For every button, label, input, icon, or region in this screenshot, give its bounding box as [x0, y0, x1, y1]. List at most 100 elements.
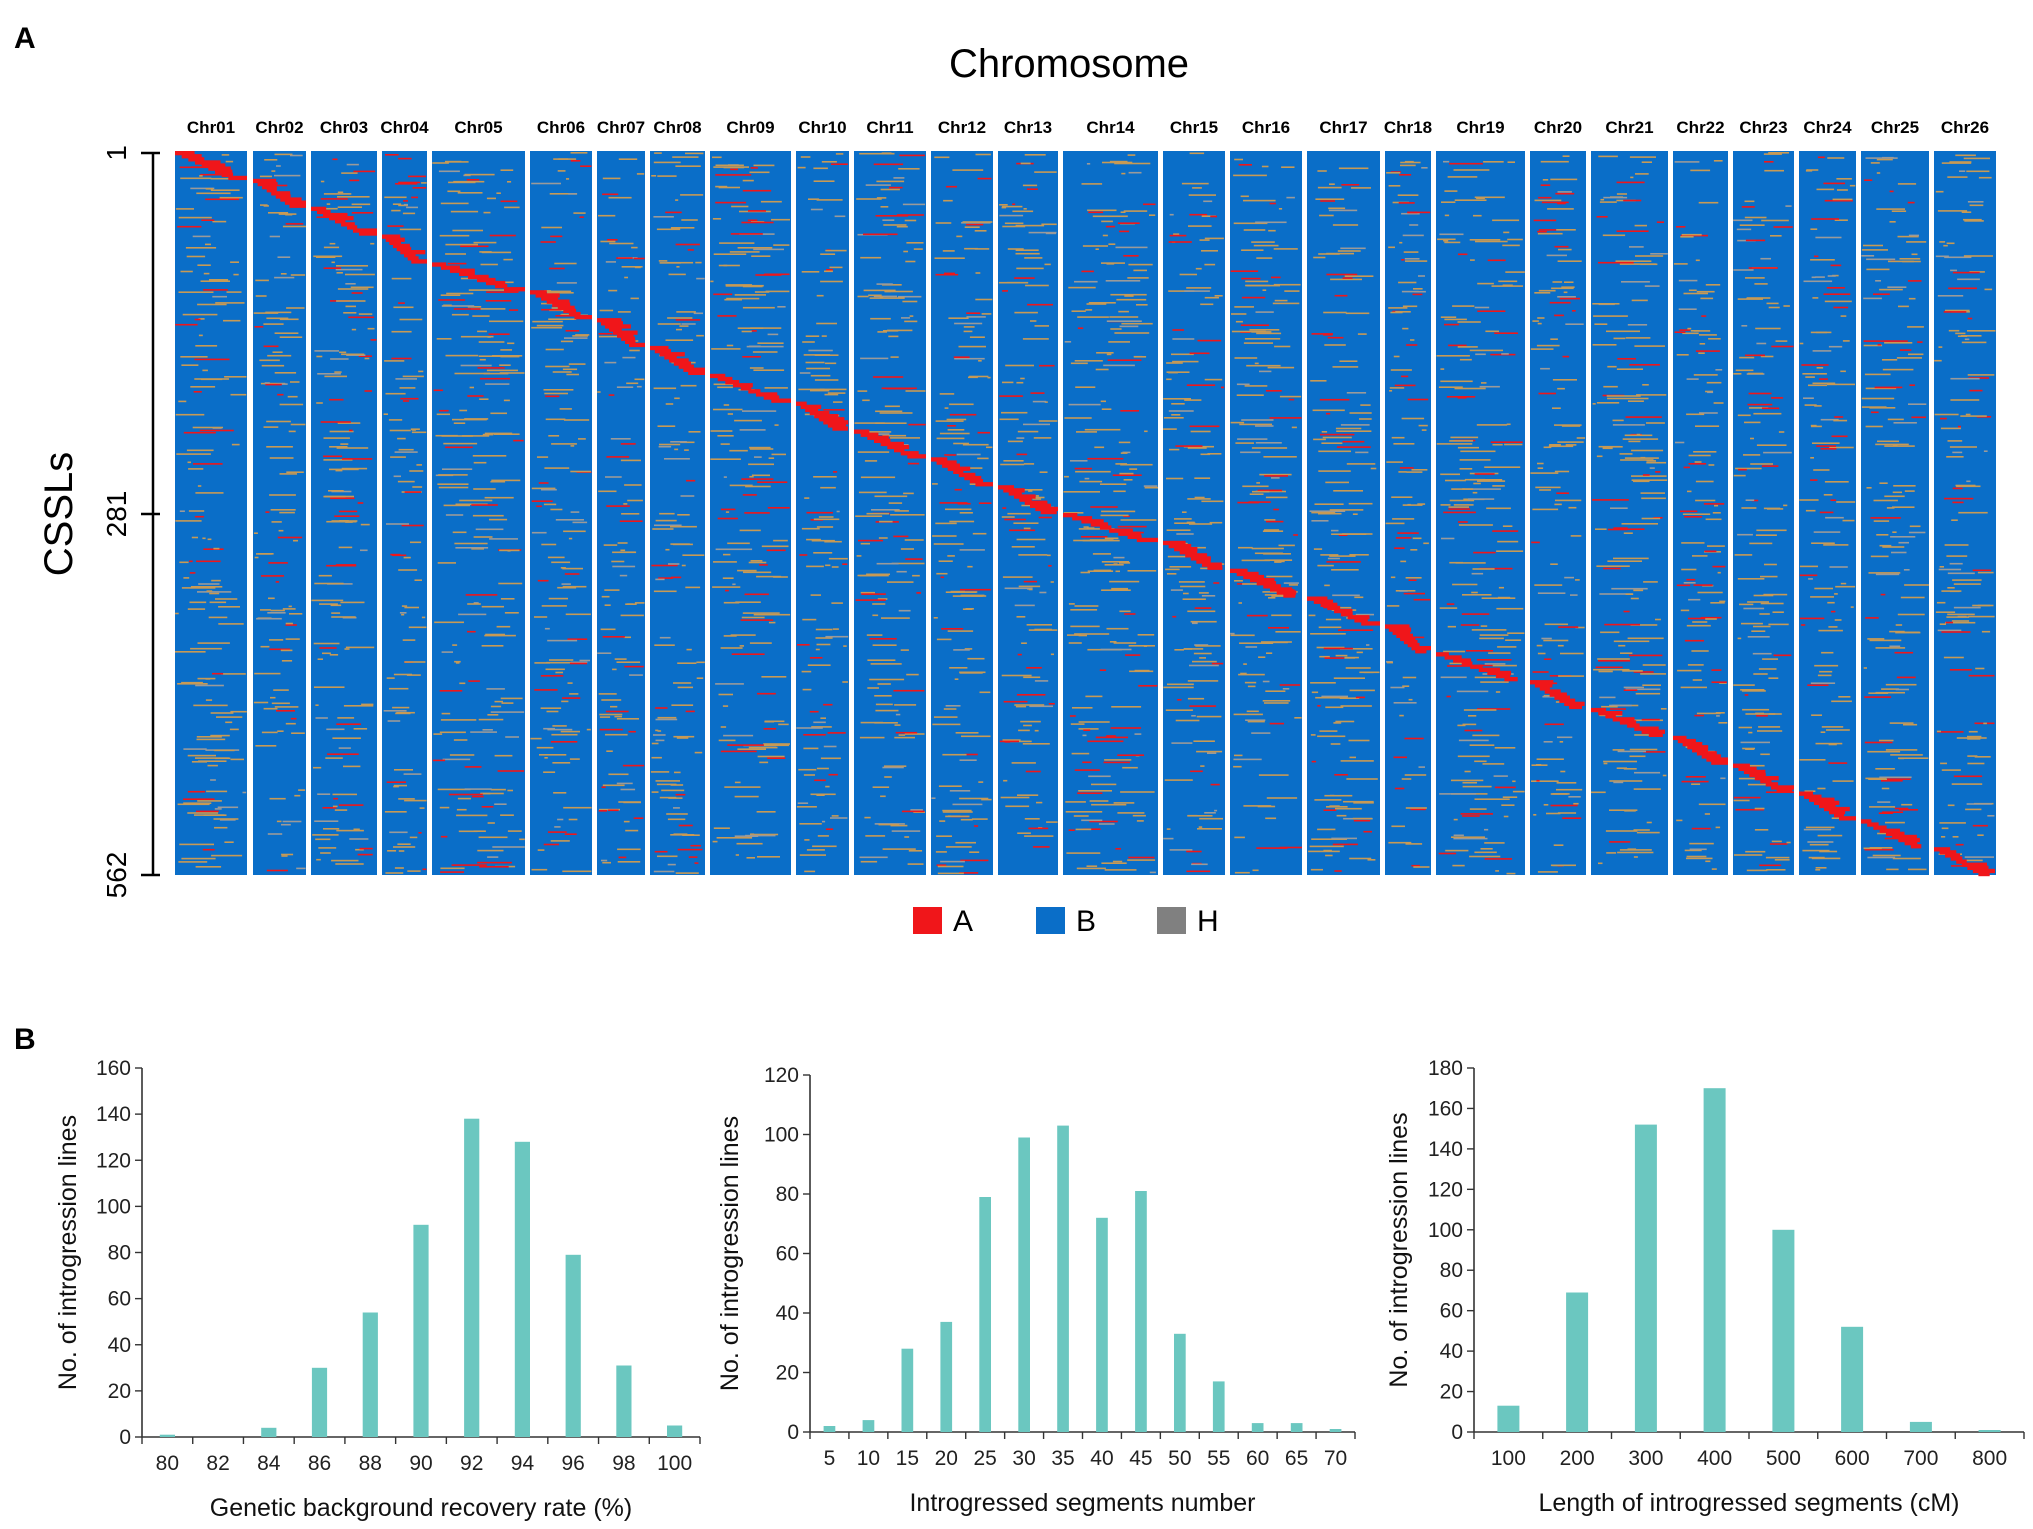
genotype-fragment — [763, 728, 777, 730]
genotype-fragment — [422, 868, 427, 871]
genotype-fragment — [441, 305, 475, 307]
genotype-fragment — [909, 315, 914, 317]
genotype-fragment — [1186, 287, 1212, 289]
genotype-fragment — [214, 826, 228, 829]
chr-label-chr24: Chr24 — [1803, 118, 1852, 137]
genotype-fragment — [1686, 855, 1707, 858]
genotype-fragment — [1880, 593, 1886, 596]
genotype-fragment — [1802, 373, 1827, 375]
genotype-fragment — [959, 872, 979, 874]
genotype-fragment — [547, 556, 565, 559]
genotype-fragment — [1810, 682, 1836, 684]
genotype-fragment — [229, 728, 239, 731]
genotype-fragment — [931, 797, 936, 799]
genotype-fragment — [318, 847, 337, 849]
genotype-fragment — [1889, 221, 1896, 223]
genotype-fragment — [1367, 859, 1376, 861]
x-tick-label-84: 84 — [257, 1452, 281, 1475]
genotype-fragment — [1483, 161, 1504, 163]
genotype-fragment — [1196, 750, 1223, 753]
donor-segment — [809, 410, 830, 416]
genotype-fragment — [1502, 525, 1513, 527]
genotype-fragment — [617, 542, 628, 544]
genotype-fragment — [1935, 190, 1944, 193]
genotype-fragment — [1447, 665, 1477, 667]
genotype-fragment — [737, 247, 773, 249]
genotype-fragment — [1313, 548, 1323, 550]
genotype-fragment — [1840, 370, 1846, 373]
genotype-fragment — [1744, 694, 1749, 696]
genotype-fragment — [1241, 559, 1270, 562]
genotype-fragment — [1623, 686, 1644, 689]
genotype-fragment — [1133, 269, 1147, 272]
genotype-fragment — [1504, 443, 1523, 446]
genotype-fragment — [1611, 587, 1648, 590]
genotype-fragment — [1899, 258, 1921, 260]
genotype-fragment — [294, 794, 301, 797]
genotype-fragment — [812, 845, 837, 848]
genotype-fragment — [1311, 691, 1319, 694]
genotype-fragment — [323, 193, 352, 195]
genotype-fragment — [757, 692, 776, 695]
genotype-fragment — [1108, 341, 1130, 343]
genotype-fragment — [1947, 587, 1955, 589]
genotype-fragment — [1241, 296, 1266, 299]
genotype-fragment — [832, 628, 839, 630]
genotype-fragment — [1879, 739, 1894, 742]
genotype-fragment — [975, 153, 991, 156]
genotype-fragment — [1333, 677, 1365, 679]
genotype-fragment — [1315, 198, 1345, 200]
genotype-fragment — [1477, 664, 1497, 667]
genotype-fragment — [261, 575, 284, 577]
genotype-fragment — [473, 488, 496, 490]
genotype-fragment — [412, 486, 423, 488]
donor-segment — [900, 451, 919, 456]
genotype-fragment — [1700, 297, 1714, 300]
genotype-fragment — [872, 376, 904, 378]
genotype-fragment — [633, 340, 639, 342]
genotype-fragment — [1245, 280, 1269, 283]
cssl-heatmap — [175, 151, 1996, 877]
genotype-fragment — [1544, 623, 1568, 626]
genotype-fragment — [1867, 750, 1901, 753]
genotype-fragment — [1834, 593, 1838, 595]
genotype-fragment — [1279, 684, 1301, 686]
genotype-fragment — [445, 243, 478, 246]
x-axis-title: Introgressed segments number — [909, 1489, 1255, 1517]
genotype-fragment — [1323, 647, 1353, 650]
genotype-fragment — [1262, 680, 1270, 683]
donor-segment — [1910, 844, 1922, 849]
genotype-fragment — [1861, 406, 1887, 408]
genotype-fragment — [212, 220, 227, 223]
genotype-fragment — [831, 602, 843, 604]
genotype-fragment — [314, 686, 345, 688]
genotype-fragment — [1173, 233, 1180, 235]
genotype-fragment — [1705, 860, 1711, 863]
genotype-fragment — [1404, 737, 1424, 740]
genotype-fragment — [1167, 573, 1177, 575]
genotype-fragment — [1696, 712, 1721, 715]
chr-label-chr08: Chr08 — [653, 118, 701, 137]
genotype-fragment — [1592, 303, 1620, 305]
genotype-fragment — [1815, 869, 1821, 871]
genotype-fragment — [1492, 664, 1517, 667]
genotype-fragment — [332, 737, 361, 739]
genotype-fragment — [1044, 263, 1051, 266]
genotype-fragment — [1082, 734, 1087, 737]
genotype-fragment — [1756, 529, 1787, 532]
genotype-fragment — [1172, 615, 1177, 618]
genotype-fragment — [1625, 416, 1662, 418]
genotype-fragment — [464, 418, 489, 420]
genotype-fragment — [880, 206, 889, 208]
genotype-fragment — [880, 188, 900, 191]
genotype-fragment — [481, 806, 494, 808]
genotype-fragment — [1717, 571, 1721, 574]
donor-segment — [574, 315, 592, 320]
genotype-fragment — [213, 818, 239, 820]
genotype-fragment — [456, 808, 467, 811]
genotype-fragment — [1324, 794, 1353, 797]
genotype-fragment — [969, 336, 985, 338]
genotype-fragment — [1477, 310, 1506, 312]
genotype-fragment — [335, 268, 363, 271]
genotype-fragment — [599, 713, 623, 716]
